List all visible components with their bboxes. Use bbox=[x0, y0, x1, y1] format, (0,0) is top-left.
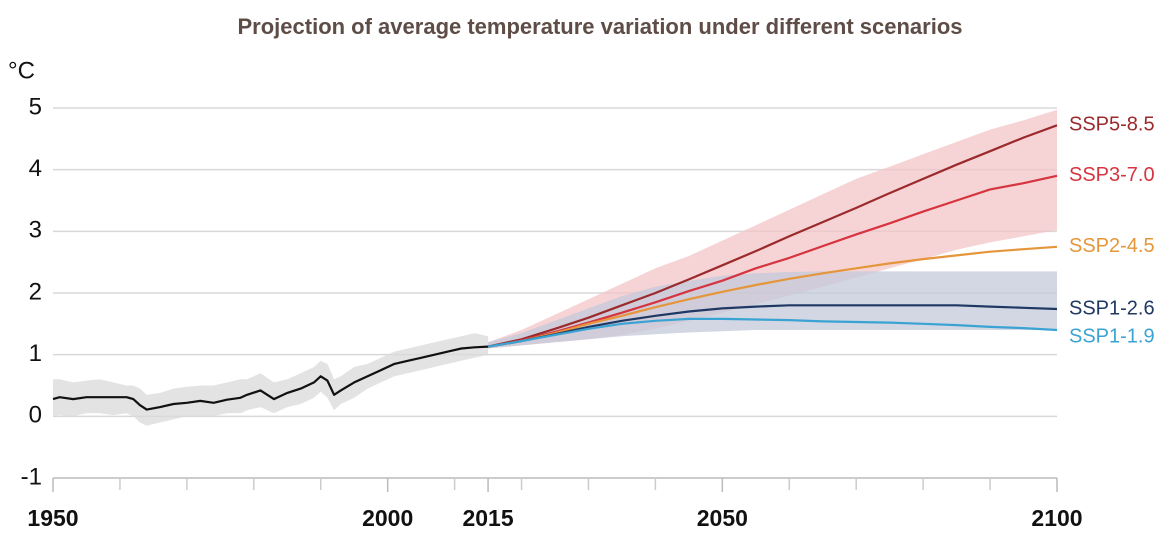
x-tick-label: 2050 bbox=[697, 505, 748, 531]
y-tick-label: 2 bbox=[29, 278, 42, 305]
y-axis-label: °C bbox=[8, 57, 35, 84]
legend-label: SSP2-4.5 bbox=[1069, 235, 1155, 257]
y-tick-label: 4 bbox=[29, 155, 42, 182]
x-tick-label: 1950 bbox=[27, 505, 78, 531]
series-line bbox=[487, 245, 1058, 348]
y-tick-label: 3 bbox=[29, 217, 42, 244]
legend-label: SSP1-1.9 bbox=[1069, 325, 1155, 347]
series-line bbox=[487, 317, 1058, 348]
x-tick-label: 2000 bbox=[362, 505, 413, 531]
y-tick-label: 1 bbox=[29, 340, 42, 367]
bands bbox=[53, 109, 1058, 426]
series-line bbox=[487, 174, 1058, 348]
legend-label: SSP1-2.6 bbox=[1069, 297, 1155, 319]
legend-label: SSP5-8.5 bbox=[1069, 114, 1155, 136]
y-tick-label: 0 bbox=[29, 402, 42, 429]
labels: SSP5-8.5 SSP3-7.0 SSP2-4.5 SSP1-2.6 SSP1-1.9 bbox=[1069, 114, 1155, 348]
legend-label: SSP3-7.0 bbox=[1069, 164, 1155, 186]
x-tick-label: 2100 bbox=[1031, 505, 1082, 531]
chart-title: Projection of average temperature variat… bbox=[238, 14, 963, 39]
uncertainty-band bbox=[488, 109, 1058, 349]
uncertainty-band bbox=[488, 271, 1058, 349]
series-line bbox=[487, 304, 1058, 348]
grid: -1 0 1 2 3 4 5 1950 2000 2015 2050 2100 bbox=[21, 93, 1083, 531]
y-tick-label: 5 bbox=[29, 93, 42, 120]
uncertainty-band bbox=[53, 333, 489, 426]
x-tick-label: 2015 bbox=[462, 505, 513, 531]
y-tick-label: -1 bbox=[21, 463, 42, 490]
series-line bbox=[52, 345, 489, 411]
series-line bbox=[487, 124, 1058, 348]
lines bbox=[52, 124, 1058, 411]
